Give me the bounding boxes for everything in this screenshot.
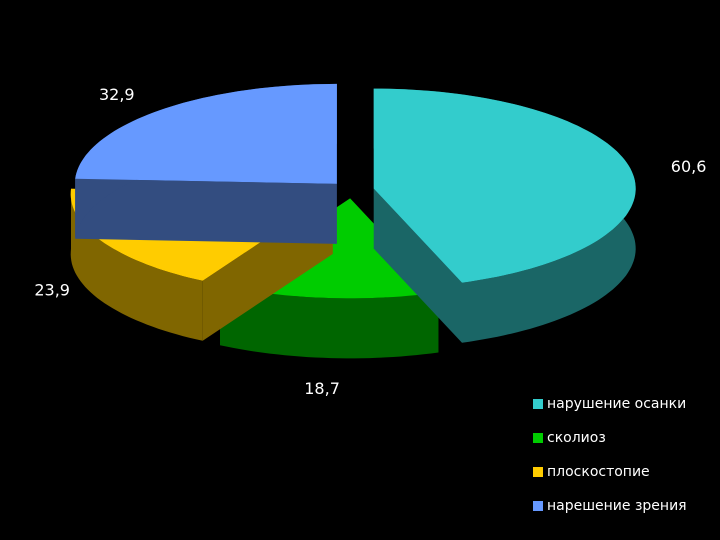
slice-wall [220,285,439,359]
legend-swatch [533,501,543,511]
legend-swatch [533,399,543,409]
slice-top [373,88,636,283]
slice-side [373,188,462,343]
slice [373,88,636,343]
data-label: 32,9 [99,85,135,104]
legend-text: сколиоз [547,430,606,446]
data-label: 60,6 [671,157,707,176]
legend-swatch [533,467,543,477]
legend-text: плоскостопие [547,464,650,480]
slice-wall [70,188,203,341]
data-label: 18,7 [304,379,340,398]
data-label: 23,9 [34,281,70,300]
legend-text: нарешение зрения [547,498,687,514]
slice [75,83,337,244]
legend-text: нарушение осанки [547,396,686,412]
legend-swatch [533,433,543,443]
slice-side [75,178,337,244]
slice-top [75,83,337,184]
